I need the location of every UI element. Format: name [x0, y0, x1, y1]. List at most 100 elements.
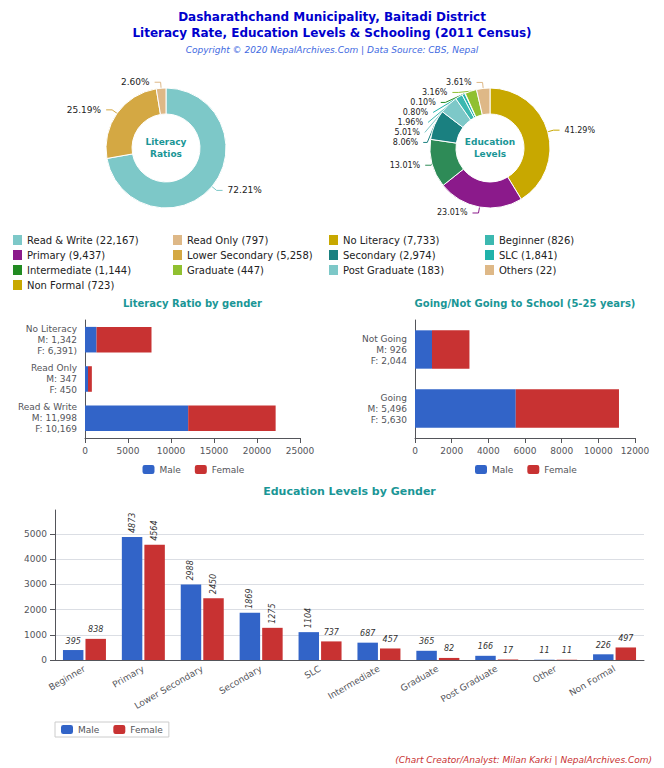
svg-text:M: 5,496: M: 5,496	[368, 404, 408, 414]
svg-text:72.21%: 72.21%	[228, 185, 263, 195]
svg-text:Male: Male	[492, 465, 514, 475]
svg-text:Ratios: Ratios	[150, 149, 182, 159]
svg-text:838: 838	[88, 625, 103, 634]
svg-text:1000: 1000	[24, 630, 47, 640]
svg-text:497: 497	[618, 634, 634, 643]
svg-text:Other: Other	[531, 664, 558, 686]
svg-text:8000: 8000	[550, 446, 573, 456]
svg-text:Post Graduate: Post Graduate	[439, 663, 500, 704]
svg-text:F: 6,391): F: 6,391)	[37, 346, 77, 356]
svg-text:Non Formal: Non Formal	[568, 664, 618, 698]
svg-text:Literacy: Literacy	[146, 137, 187, 147]
svg-text:5.01%: 5.01%	[394, 128, 420, 137]
svg-text:23.01%: 23.01%	[437, 208, 468, 217]
svg-text:M: 11,998: M: 11,998	[32, 413, 77, 423]
svg-text:25.19%: 25.19%	[67, 105, 102, 115]
svg-text:Female: Female	[212, 465, 245, 475]
svg-text:0: 0	[412, 446, 418, 456]
svg-text:0: 0	[41, 655, 47, 665]
svg-text:395: 395	[66, 637, 81, 646]
svg-text:166: 166	[478, 642, 493, 651]
svg-text:Literacy Ratio by gender: Literacy Ratio by gender	[123, 298, 262, 309]
svg-text:Going/Not Going to School (5-2: Going/Not Going to School (5-25 years)	[415, 298, 636, 309]
svg-text:Going: Going	[381, 393, 407, 403]
svg-text:Graduate (447): Graduate (447)	[187, 265, 264, 276]
svg-text:Secondary (2,974): Secondary (2,974)	[343, 250, 436, 261]
svg-text:3.61%: 3.61%	[446, 78, 472, 87]
svg-text:Male: Male	[160, 465, 182, 475]
svg-text:Read Only: Read Only	[31, 363, 78, 373]
svg-text:3.16%: 3.16%	[422, 88, 448, 97]
svg-text:Read & Write: Read & Write	[18, 402, 78, 412]
svg-text:2450: 2450	[209, 574, 218, 594]
svg-text:Others (22): Others (22)	[499, 265, 556, 276]
svg-text:82: 82	[444, 644, 454, 653]
svg-text:Literacy Rate, Education Level: Literacy Rate, Education Levels & School…	[132, 26, 531, 40]
svg-text:Read Only (797): Read Only (797)	[187, 235, 268, 246]
svg-text:Intermediate (1,144): Intermediate (1,144)	[27, 265, 131, 276]
svg-text:Lower Secondary (5,258): Lower Secondary (5,258)	[187, 250, 313, 261]
svg-text:Levels: Levels	[474, 149, 506, 159]
svg-text:0.80%: 0.80%	[403, 108, 429, 117]
svg-text:2988: 2988	[186, 560, 195, 580]
svg-text:17: 17	[503, 646, 514, 655]
svg-text:226: 226	[596, 641, 611, 650]
svg-text:11: 11	[562, 646, 572, 655]
svg-text:10000: 10000	[584, 446, 613, 456]
svg-text:Beginner: Beginner	[47, 664, 87, 693]
svg-text:4000: 4000	[477, 446, 500, 456]
svg-text:Education Levels by Gender: Education Levels by Gender	[263, 485, 436, 498]
svg-text:2.60%: 2.60%	[121, 77, 150, 87]
svg-text:5000: 5000	[24, 529, 47, 539]
svg-text:Primary: Primary	[111, 663, 147, 689]
svg-text:0.10%: 0.10%	[410, 98, 436, 107]
svg-text:2000: 2000	[440, 446, 463, 456]
svg-text:Post Graduate (183): Post Graduate (183)	[343, 265, 444, 276]
svg-text:F: 450: F: 450	[49, 385, 77, 395]
svg-text:6000: 6000	[514, 446, 537, 456]
svg-text:Education: Education	[465, 137, 515, 147]
svg-text:1869: 1869	[245, 588, 254, 608]
svg-text:M: 926: M: 926	[376, 345, 407, 355]
svg-text:No Literacy: No Literacy	[26, 324, 78, 334]
svg-text:Not Going: Not Going	[362, 334, 407, 344]
svg-text:15000: 15000	[200, 446, 229, 456]
svg-text:1104: 1104	[304, 608, 313, 628]
svg-text:1275: 1275	[268, 603, 277, 623]
svg-text:F: 10,169: F: 10,169	[35, 424, 77, 434]
svg-text:41.29%: 41.29%	[565, 126, 596, 135]
svg-text:3000: 3000	[24, 579, 47, 589]
svg-text:10000: 10000	[157, 446, 186, 456]
svg-text:Beginner (826): Beginner (826)	[499, 235, 574, 246]
svg-text:2000: 2000	[24, 605, 47, 615]
svg-text:1.96%: 1.96%	[398, 118, 424, 127]
svg-text:M: 347: M: 347	[46, 374, 77, 384]
svg-text:11: 11	[539, 646, 549, 655]
svg-text:(Chart Creator/Analyst: Milan: (Chart Creator/Analyst: Milan Karki | Ne…	[395, 755, 652, 765]
svg-text:737: 737	[324, 628, 340, 637]
svg-text:Read & Write (22,167): Read & Write (22,167)	[27, 235, 139, 246]
svg-text:Lower Secondary: Lower Secondary	[133, 663, 206, 711]
svg-text:F: 2,044: F: 2,044	[371, 356, 407, 366]
svg-text:SLC: SLC	[303, 664, 323, 681]
svg-text:F: 5,630: F: 5,630	[371, 415, 407, 425]
svg-text:12000: 12000	[621, 446, 650, 456]
svg-text:4000: 4000	[24, 554, 47, 564]
svg-text:Secondary: Secondary	[217, 663, 264, 696]
svg-text:Female: Female	[130, 725, 163, 735]
svg-text:457: 457	[383, 635, 399, 644]
svg-text:25000: 25000	[286, 446, 315, 456]
svg-text:No Literacy (7,733): No Literacy (7,733)	[343, 235, 440, 246]
svg-text:Intermediate: Intermediate	[326, 663, 382, 701]
svg-text:687: 687	[360, 629, 376, 638]
svg-text:8.06%: 8.06%	[393, 138, 419, 147]
svg-text:0: 0	[82, 446, 88, 456]
svg-text:365: 365	[419, 637, 434, 646]
svg-text:Female: Female	[544, 465, 577, 475]
svg-text:Dasharathchand Municipality, B: Dasharathchand Municipality, Baitadi Dis…	[178, 10, 486, 24]
svg-text:20000: 20000	[243, 446, 272, 456]
svg-text:4564: 4564	[150, 520, 159, 540]
svg-text:13.01%: 13.01%	[390, 161, 421, 170]
svg-text:Male: Male	[78, 725, 100, 735]
svg-text:5000: 5000	[117, 446, 140, 456]
